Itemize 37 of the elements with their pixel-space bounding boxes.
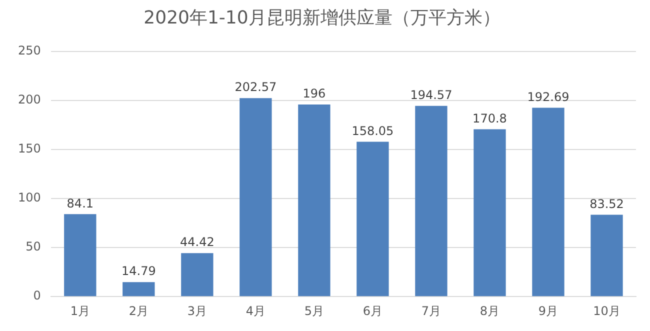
data-label: 170.8 (472, 111, 507, 126)
x-tick-label: 7月 (421, 304, 442, 318)
x-tick-label: 9月 (538, 304, 558, 318)
bar (474, 129, 506, 296)
chart-title: 2020年1-10月昆明新增供应量（万平方米） (144, 7, 500, 28)
x-tick-label: 1月 (70, 304, 90, 318)
bar (64, 214, 96, 296)
bar (240, 98, 272, 296)
data-label: 192.69 (527, 90, 570, 104)
bar (356, 142, 389, 296)
data-label: 14.79 (121, 264, 156, 278)
data-label: 83.52 (590, 196, 624, 211)
data-label: 84.1 (66, 196, 94, 210)
x-tick-label: 4月 (246, 304, 266, 318)
data-label: 158.05 (352, 124, 394, 138)
data-label: 44.42 (180, 235, 214, 250)
bar (590, 214, 623, 296)
x-tick-label: 6月 (362, 304, 383, 318)
y-tick-label: 0 (33, 288, 41, 303)
bar (181, 253, 214, 296)
bar (532, 108, 564, 296)
y-tick-label: 250 (18, 44, 41, 58)
x-tick-label: 2月 (128, 304, 148, 318)
data-label: 196 (302, 86, 326, 101)
bar (122, 282, 155, 296)
x-tick-label: 5月 (304, 304, 324, 318)
y-tick-label: 150 (18, 142, 41, 156)
x-tick-label: 8月 (480, 304, 500, 318)
y-tick-label: 100 (18, 190, 41, 205)
data-label: 202.57 (234, 80, 277, 94)
y-tick-label: 50 (26, 240, 41, 254)
y-tick-label: 200 (18, 92, 41, 107)
x-tick-label: 3月 (187, 304, 207, 318)
x-tick-label: 10月 (593, 304, 620, 318)
bar (298, 104, 330, 296)
data-label: 194.57 (410, 88, 452, 102)
bar (415, 106, 448, 296)
